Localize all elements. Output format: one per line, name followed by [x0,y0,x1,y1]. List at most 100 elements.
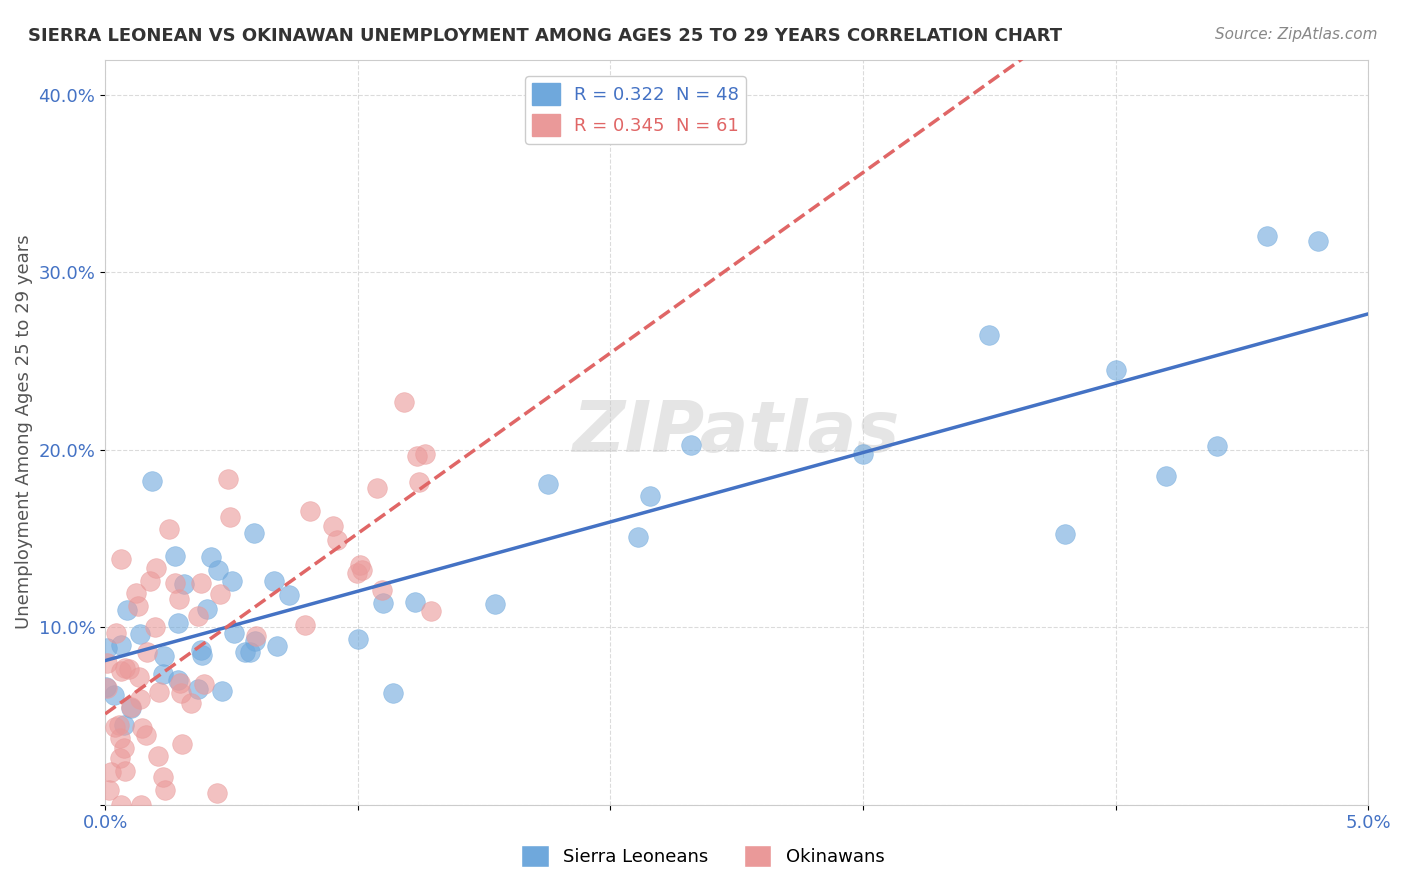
Point [346,632,368,646]
Point [266,639,288,653]
Point [114,764,136,779]
Text: Source: ZipAtlas.com: Source: ZipAtlas.com [1215,27,1378,42]
Point [110,797,132,812]
Point [627,531,650,545]
Point [484,598,506,612]
Point [420,604,443,618]
Point [169,676,191,690]
Point [200,549,222,564]
Point [112,741,135,756]
Point [153,783,176,797]
Point [169,592,191,607]
Point [180,697,202,711]
Point [381,686,404,700]
Point [96,681,118,696]
Point [128,670,150,684]
Point [679,437,702,451]
Point [141,474,163,488]
Point [110,638,132,652]
Point [371,582,394,597]
Point [163,549,186,564]
Point [207,786,229,800]
Point [152,770,174,784]
Point [187,609,209,624]
Point [96,656,118,670]
Point [187,682,209,697]
Point [117,603,139,617]
Text: ZIPatlas: ZIPatlas [574,398,900,467]
Point [233,645,256,659]
Point [94,680,117,694]
Point [172,737,194,751]
Point [392,394,415,409]
Point [167,673,190,688]
Point [352,563,374,577]
Point [100,765,122,780]
Point [294,618,316,632]
Point [169,686,191,700]
Point [173,576,195,591]
Point [108,751,131,765]
Y-axis label: Unemployment Among Ages 25 to 29 years: Unemployment Among Ages 25 to 29 years [15,235,32,630]
Point [224,625,246,640]
Point [127,599,149,613]
Point [537,476,560,491]
Point [217,472,239,486]
Point [110,665,132,679]
Point [1205,439,1227,453]
Point [852,447,875,461]
Point [298,504,321,518]
Point [211,684,233,698]
Point [325,533,347,547]
Point [1054,526,1077,541]
Point [207,563,229,577]
Point [152,667,174,681]
Point [148,748,170,763]
Point [191,648,214,663]
Point [193,677,215,691]
Point [195,602,218,616]
Point [190,576,212,591]
Point [139,574,162,588]
Point [97,783,120,797]
Point [245,629,267,643]
Point [221,574,243,589]
Point [190,642,212,657]
Point [638,489,661,503]
Point [1306,234,1329,248]
Point [406,450,429,464]
Point [209,586,232,600]
Point [96,641,118,656]
Point [1256,229,1278,244]
Point [114,661,136,675]
Point [118,662,141,676]
Text: SIERRA LEONEAN VS OKINAWAN UNEMPLOYMENT AMONG AGES 25 TO 29 YEARS CORRELATION CH: SIERRA LEONEAN VS OKINAWAN UNEMPLOYMENT … [28,27,1063,45]
Legend: R = 0.322  N = 48, R = 0.345  N = 61: R = 0.322 N = 48, R = 0.345 N = 61 [526,76,747,144]
Point [125,586,148,600]
Point [110,552,132,566]
Point [153,649,176,664]
Point [157,523,180,537]
Point [404,595,426,609]
Point [104,720,127,734]
Point [148,685,170,699]
Point [145,561,167,575]
Legend: Sierra Leoneans, Okinawans: Sierra Leoneans, Okinawans [515,838,891,874]
Point [243,526,266,541]
Point [373,596,395,610]
Point [131,721,153,735]
Point [239,645,262,659]
Point [135,728,157,742]
Point [112,718,135,732]
Point [1154,469,1177,483]
Point [165,576,187,591]
Point [263,574,285,588]
Point [408,475,430,490]
Point [135,645,157,659]
Point [1104,363,1126,377]
Point [413,447,436,461]
Point [120,701,142,715]
Point [103,688,125,702]
Point [322,519,344,533]
Point [129,692,152,706]
